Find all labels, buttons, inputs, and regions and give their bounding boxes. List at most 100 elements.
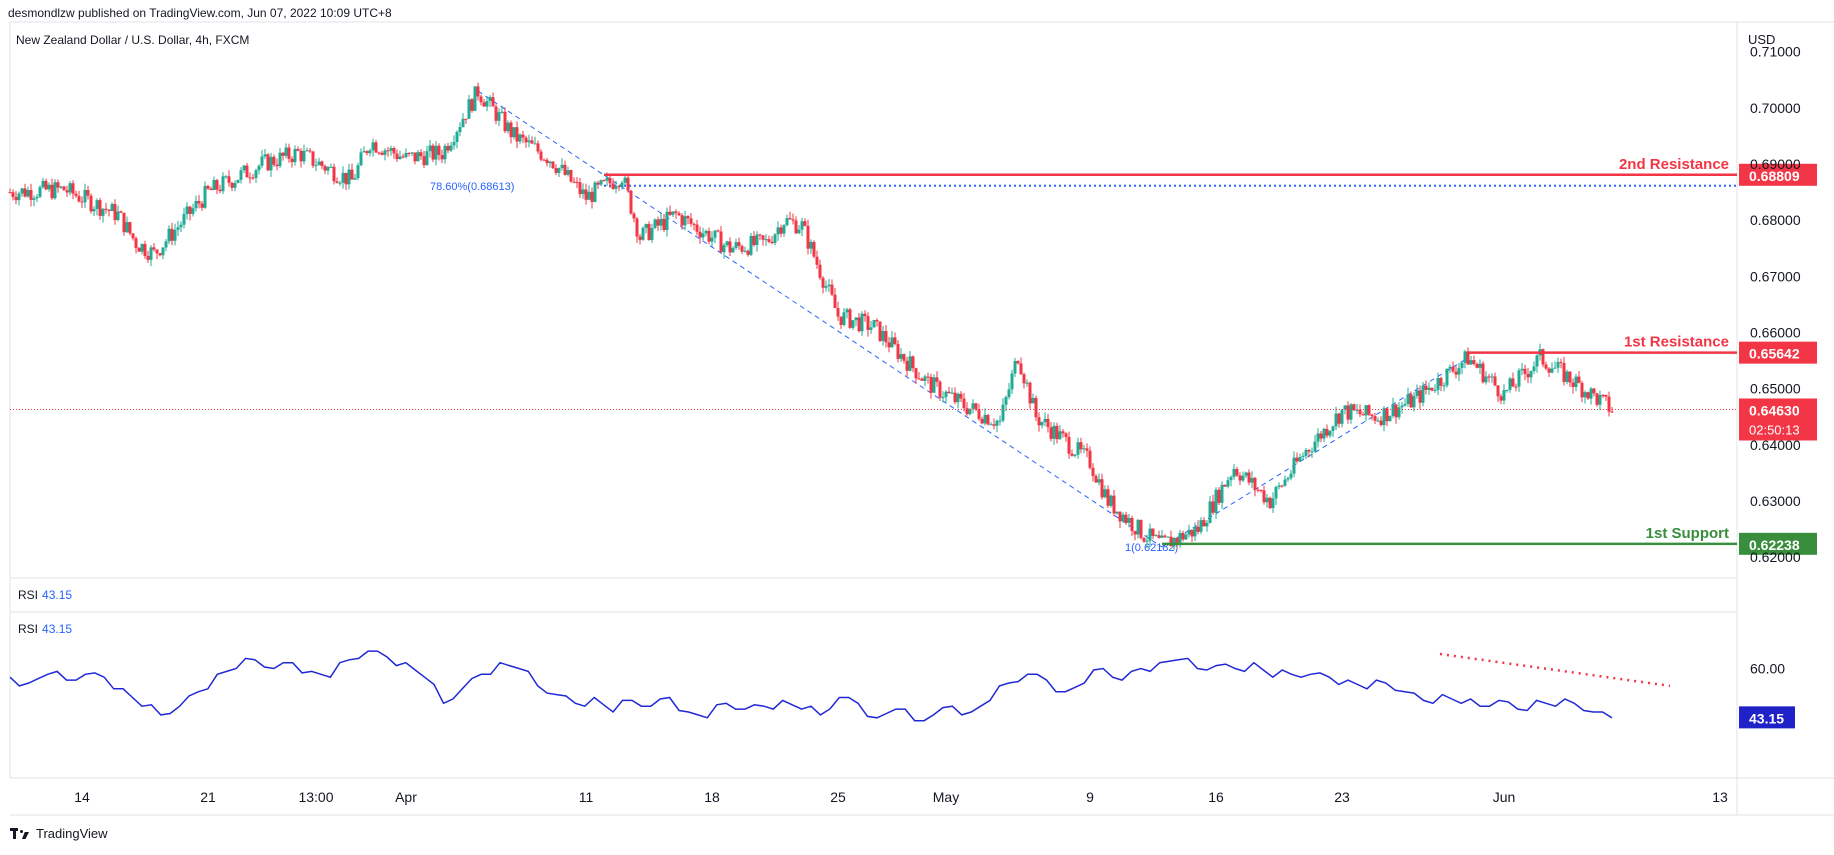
candle-body (242, 165, 246, 171)
candle-body (1457, 367, 1461, 375)
candle-body (839, 316, 843, 326)
candle-body (257, 165, 261, 171)
candle-body (1406, 394, 1410, 404)
candle-body (1451, 366, 1455, 372)
footer-brand[interactable]: TradingView (10, 826, 108, 841)
candle-body (131, 233, 135, 239)
candle-body (485, 101, 489, 107)
candle-body (1466, 351, 1470, 365)
candle-body (818, 264, 822, 278)
candle-body (350, 169, 354, 180)
candle-body (749, 235, 753, 255)
candle-body (788, 218, 792, 220)
candle-body (1145, 540, 1149, 542)
candle-body (635, 218, 639, 237)
candle-body (479, 96, 483, 103)
candle-body (1253, 477, 1257, 490)
candle-body (1526, 373, 1530, 378)
candle-body (452, 141, 456, 146)
candle-body (101, 208, 105, 216)
candle-body (1103, 489, 1107, 498)
candle-body (215, 179, 219, 190)
candle-body (833, 294, 837, 309)
candle-body (272, 156, 276, 165)
candle-body (398, 156, 402, 160)
candle-body (647, 224, 651, 240)
candle-body (32, 198, 36, 200)
rsi-legend-2[interactable]: RSI 43.15 (18, 622, 72, 636)
candle-body (1202, 520, 1206, 527)
candle-body (335, 181, 339, 183)
y-tick-label: 0.65000 (1750, 381, 1801, 397)
candle-body (407, 152, 411, 154)
candle-body (1397, 407, 1401, 418)
candle-body (584, 189, 588, 200)
candle-body (296, 148, 300, 151)
candle-body (446, 145, 450, 151)
candle-body (392, 148, 396, 154)
candle-body (1445, 368, 1449, 386)
candle-body (1541, 349, 1545, 365)
candle-body (491, 97, 495, 107)
candle-body (362, 151, 366, 153)
candle-body (1265, 497, 1269, 503)
candle-body (656, 219, 660, 226)
candle-body (1193, 526, 1197, 537)
candle-body (1532, 366, 1536, 372)
last-price-text: 0.64630 (1749, 402, 1800, 418)
candle-body (1055, 425, 1059, 440)
candle-body (71, 183, 75, 194)
candle-body (158, 253, 162, 256)
candle-body (1049, 427, 1053, 439)
candle-body (611, 183, 615, 189)
candle-body (107, 209, 111, 212)
candle-body (725, 241, 729, 246)
candle-body (95, 200, 99, 209)
candle-body (1349, 404, 1353, 420)
candle-body (437, 145, 441, 155)
candle-body (1607, 396, 1611, 412)
candle-body (1064, 433, 1068, 437)
candle-body (626, 177, 630, 191)
candle-body (869, 327, 873, 330)
candle-body (728, 241, 732, 253)
candle-body (1586, 392, 1590, 399)
candle-body (128, 222, 132, 234)
candle-body (434, 145, 438, 160)
candle-body (1052, 425, 1056, 439)
candle-body (671, 211, 675, 215)
candle-body (704, 230, 708, 234)
candle-body (1259, 489, 1263, 491)
candle-body (830, 284, 834, 295)
candle-body (977, 409, 981, 419)
candle-body (416, 152, 420, 162)
candle-body (218, 189, 222, 192)
candle-body (1511, 378, 1515, 387)
candle-body (1340, 409, 1344, 424)
candle-body (1484, 376, 1488, 383)
rsi-legend-1[interactable]: RSI 43.15 (18, 588, 72, 602)
level-price-text: 0.62238 (1749, 537, 1800, 553)
candle-body (1346, 405, 1350, 420)
candle-body (467, 99, 471, 119)
level-price-tag (1739, 532, 1817, 555)
symbol-title[interactable]: New Zealand Dollar / U.S. Dollar, 4h, FX… (16, 33, 250, 47)
candle-body (1388, 416, 1392, 422)
candle-body (620, 182, 624, 187)
candle-body (1175, 538, 1179, 543)
candle-body (1370, 414, 1374, 417)
candle-body (713, 230, 717, 238)
candle-body (596, 182, 600, 185)
candle-body (842, 312, 846, 326)
x-tick-label: 9 (1086, 789, 1094, 805)
candle-body (1166, 536, 1170, 538)
candle-body (1304, 449, 1308, 456)
candle-body (278, 152, 282, 167)
candle-body (776, 227, 780, 235)
last-price-tag (1739, 398, 1817, 441)
y-tick-label: 0.68000 (1750, 212, 1801, 228)
candle-body (29, 190, 33, 200)
candle-body (1481, 363, 1485, 383)
candle-body (167, 228, 171, 242)
